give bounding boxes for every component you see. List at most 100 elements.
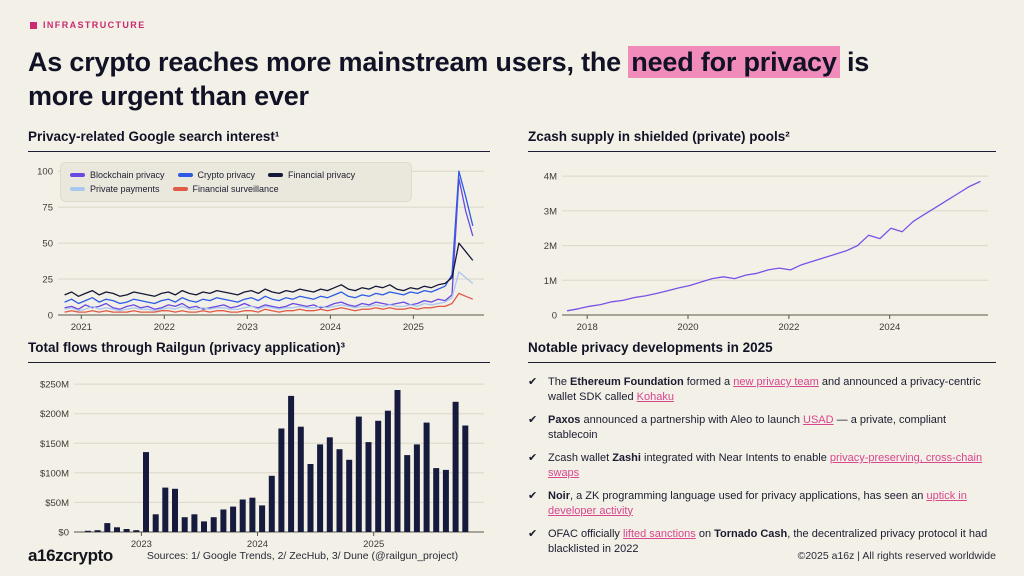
railgun-section-title: Total flows through Railgun (privacy app… — [28, 340, 490, 363]
svg-text:$250M: $250M — [40, 380, 69, 391]
svg-text:$150M: $150M — [40, 439, 69, 450]
text-segment: , a ZK programming language used for pri… — [570, 490, 927, 503]
text-segment: and announced a privacy-centric wallet S… — [548, 376, 981, 403]
svg-text:$0: $0 — [58, 528, 69, 539]
svg-text:2025: 2025 — [403, 322, 424, 332]
legend-item: Crypto privacy — [177, 170, 256, 180]
text-segment: Tornado Cash — [714, 528, 788, 541]
svg-text:2M: 2M — [544, 241, 557, 252]
title-pre: As crypto reaches more mainstream users,… — [28, 47, 629, 77]
text-segment: Zashi — [612, 452, 641, 465]
railgun-chart-area: $0 $50M $100M $150M $200M $250M 2023 2024 2025 — [28, 367, 490, 554]
text-segment: , the decentralized privacy protocol it … — [548, 528, 988, 555]
inline-link[interactable]: USAD — [803, 414, 834, 427]
inline-link[interactable]: lifted sanctions — [623, 528, 696, 541]
legend-label: Financial surveillance — [192, 184, 279, 194]
legend-label: Private payments — [90, 184, 160, 194]
check-icon: ✔ — [528, 376, 538, 388]
svg-text:2024: 2024 — [320, 322, 341, 332]
list-item: ✔ Noir, a ZK programming language used fo… — [528, 489, 996, 518]
section-zcash: Zcash supply in shielded (private) pools… — [528, 129, 996, 337]
svg-text:2022: 2022 — [778, 322, 799, 332]
svg-text:1M: 1M — [544, 276, 557, 287]
list-item-text: Paxos announced a partnership with Aleo … — [548, 413, 996, 442]
page-title: As crypto reaches more mainstream users,… — [28, 46, 996, 114]
text-segment: formed a — [683, 376, 734, 388]
section-railgun: Total flows through Railgun (privacy app… — [28, 340, 490, 554]
svg-text:50: 50 — [42, 239, 53, 250]
check-icon: ✔ — [528, 452, 538, 465]
svg-text:2025: 2025 — [363, 539, 384, 549]
list-item-text: The Ethereum Foundation formed a new pri… — [548, 375, 996, 404]
list-item-text: Noir, a ZK programming language used for… — [548, 489, 996, 518]
svg-text:$100M: $100M — [40, 468, 69, 479]
svg-text:2021: 2021 — [71, 322, 92, 332]
svg-text:0: 0 — [48, 311, 53, 322]
list-item-text: OFAC officially lifted sanctions on Torn… — [548, 527, 996, 556]
text-segment: Paxos — [548, 414, 581, 427]
text-segment: Noir — [548, 490, 570, 503]
title-highlight: need for privacy — [628, 46, 840, 78]
legend-item: Financial surveillance — [172, 184, 279, 194]
legend-swatch-icon — [177, 173, 193, 177]
svg-text:2023: 2023 — [237, 322, 258, 332]
text-segment: announced a partnership with Aleo to lau… — [580, 414, 804, 427]
text-segment: The — [548, 376, 571, 388]
legend-swatch-icon — [70, 173, 85, 177]
svg-text:2024: 2024 — [247, 539, 268, 549]
text-segment: Zcash wallet — [548, 452, 613, 465]
section-developments: Notable privacy developments in 2025 ✔ Th… — [528, 340, 996, 556]
tag-square-icon — [30, 21, 37, 29]
text-segment: integrated with Near Intents to enable — [640, 452, 830, 465]
legend-item: Private payments — [70, 184, 160, 194]
tag-label: INFRASTRUCTURE — [43, 20, 146, 30]
search-legend: Blockchain privacy Crypto privacy Financia… — [60, 162, 412, 202]
zcash-chart: 0 1M 2M 3M 4M 2018 2020 2022 2024 — [544, 172, 988, 333]
legend-swatch-icon — [268, 173, 284, 177]
a16zcrypto-logo: a16zcrypto — [28, 546, 113, 565]
svg-text:2020: 2020 — [677, 322, 698, 332]
svg-text:2018: 2018 — [577, 322, 598, 332]
svg-text:$200M: $200M — [40, 409, 69, 420]
legend-label: Financial privacy — [288, 170, 356, 180]
check-icon: ✔ — [528, 414, 538, 427]
check-icon: ✔ — [528, 528, 538, 541]
search-chart-area: Blockchain privacy Crypto privacy Financia… — [28, 156, 490, 337]
inline-link[interactable]: Kohaku — [636, 390, 674, 403]
inline-link[interactable]: new privacy team — [733, 376, 819, 388]
list-item: ✔ Paxos announced a partnership with Aleo… — [528, 413, 996, 442]
list-item-text: Zcash wallet Zashi integrated with Near … — [548, 451, 996, 480]
text-segment: on — [695, 528, 715, 541]
svg-text:0: 0 — [552, 311, 557, 322]
section-search-interest: Privacy-related Google search interest¹ … — [28, 129, 490, 337]
list-item: ✔ Zcash wallet Zashi integrated with Near… — [528, 451, 996, 480]
text-segment: OFAC officially — [548, 528, 623, 541]
text-segment: Ethereum Foundation — [570, 376, 684, 388]
list-item: ✔ OFAC officially lifted sanctions on Tor… — [528, 527, 996, 556]
legend-label: Crypto privacy — [197, 170, 256, 180]
developments-list: ✔ The Ethereum Foundation formed a new pr… — [528, 375, 996, 556]
svg-text:$50M: $50M — [45, 498, 69, 509]
sources-note: Sources: 1/ Google Trends, 2/ ZecHub, 3/… — [146, 550, 459, 562]
railgun-chart: $0 $50M $100M $150M $200M $250M 2023 2024 2025 — [40, 380, 484, 550]
inline-link[interactable]: privacy-preserving, cross-chain swaps — [548, 452, 983, 479]
search-section-title: Privacy-related Google search interest¹ — [28, 129, 490, 152]
zcash-chart-area: 0 1M 2M 3M 4M 2018 2020 2022 2024 — [528, 156, 996, 337]
svg-text:75: 75 — [42, 203, 53, 214]
legend-item: Blockchain privacy — [70, 170, 165, 180]
legend-swatch-icon — [172, 187, 188, 191]
inline-link[interactable]: uptick in developer activity — [548, 490, 967, 517]
footer: a16zcrypto Sources: 1/ Google Trends, 2/… — [28, 546, 996, 566]
legend-label: Blockchain privacy — [90, 170, 165, 180]
developments-section-title: Notable privacy developments in 2025 — [528, 340, 996, 363]
legend-swatch-icon — [70, 187, 85, 191]
legend-item: Financial privacy — [268, 170, 355, 180]
copyright: ©2025 a16z | All rights reserved worldwi… — [797, 550, 996, 562]
svg-text:100: 100 — [37, 167, 53, 178]
svg-text:2023: 2023 — [131, 539, 152, 549]
title-line2: more urgent than ever — [28, 80, 309, 111]
svg-text:3M: 3M — [544, 206, 557, 217]
zcash-section-title: Zcash supply in shielded (private) pools… — [528, 129, 996, 152]
svg-text:25: 25 — [42, 275, 53, 286]
